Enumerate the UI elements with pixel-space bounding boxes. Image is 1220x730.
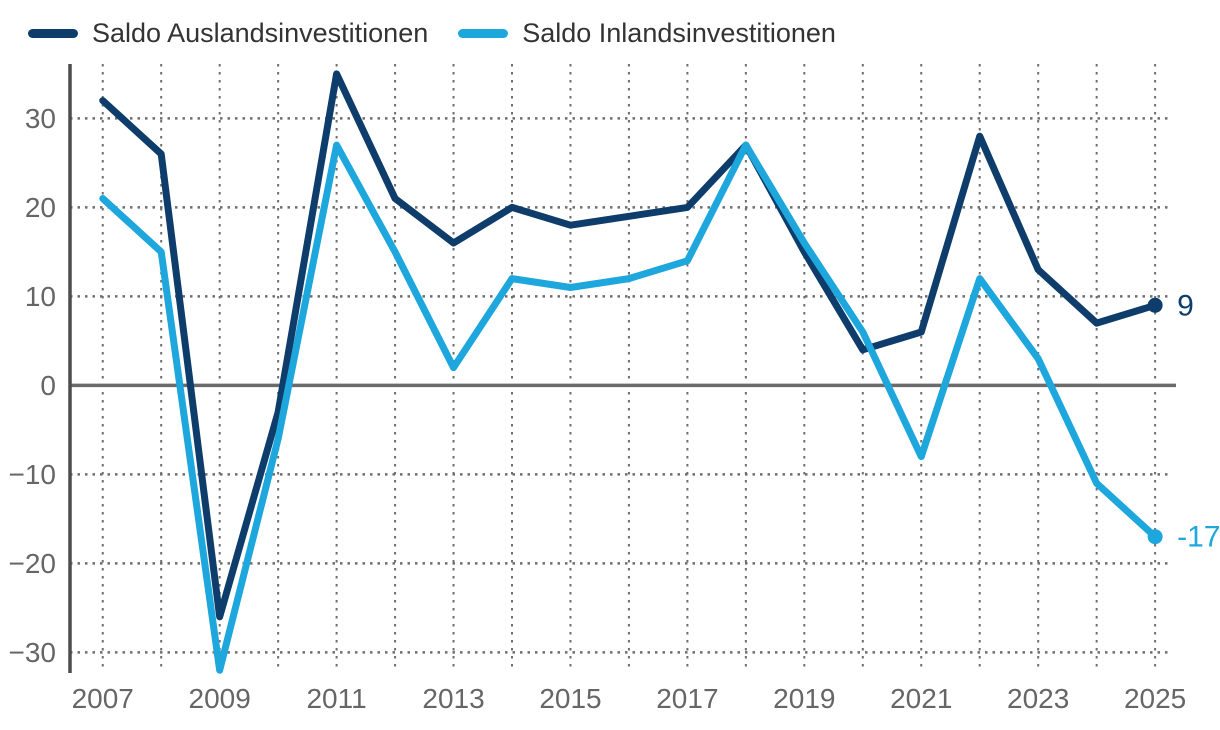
- legend-label-inlandsinvestitionen: Saldo Inlandsinvestitionen: [522, 18, 836, 48]
- legend-item-auslandsinvestitionen: Saldo Auslandsinvestitionen: [28, 18, 428, 49]
- y-tick-label--10: −10: [9, 459, 57, 490]
- series-line-inland: [99, 141, 1159, 674]
- y-tick-label-30: 30: [25, 103, 56, 134]
- y-tick-label-10: 10: [25, 281, 56, 312]
- legend-label-auslandsinvestitionen: Saldo Auslandsinvestitionen: [92, 18, 429, 48]
- x-tick-label-2023: 2023: [1007, 683, 1069, 714]
- y-tick-label-0: 0: [40, 370, 56, 401]
- x-tick-label-2013: 2013: [422, 683, 484, 714]
- x-tick-label-2009: 2009: [189, 683, 251, 714]
- series-line-ausland: [99, 70, 1159, 621]
- y-tick-label--20: −20: [9, 548, 57, 579]
- x-tick-label-2025: 2025: [1124, 683, 1186, 714]
- y-tick-label-20: 20: [25, 192, 56, 223]
- x-tick-label-2015: 2015: [539, 683, 601, 714]
- legend-item-inlandsinvestitionen: Saldo Inlandsinvestitionen: [458, 18, 836, 49]
- x-tick-label-2007: 2007: [72, 683, 134, 714]
- x-tick-label-2019: 2019: [773, 683, 835, 714]
- series-end-label-inland: -17: [1177, 521, 1220, 554]
- legend: Saldo Auslandsinvestitionen Saldo Inland…: [28, 18, 836, 49]
- x-tick-label-2011: 2011: [306, 683, 366, 714]
- x-tick-label-2021: 2021: [890, 683, 952, 714]
- legend-swatch-inlandsinvestitionen-icon: [458, 29, 509, 38]
- legend-swatch-auslandsinvestitionen-icon: [28, 29, 78, 38]
- series-end-label-ausland: 9: [1177, 289, 1194, 322]
- series-end-dot-ausland: [1147, 297, 1163, 313]
- x-tick-label-2017: 2017: [656, 683, 718, 714]
- y-tick-label--30: −30: [9, 637, 57, 668]
- series-end-dot-inland: [1147, 529, 1163, 545]
